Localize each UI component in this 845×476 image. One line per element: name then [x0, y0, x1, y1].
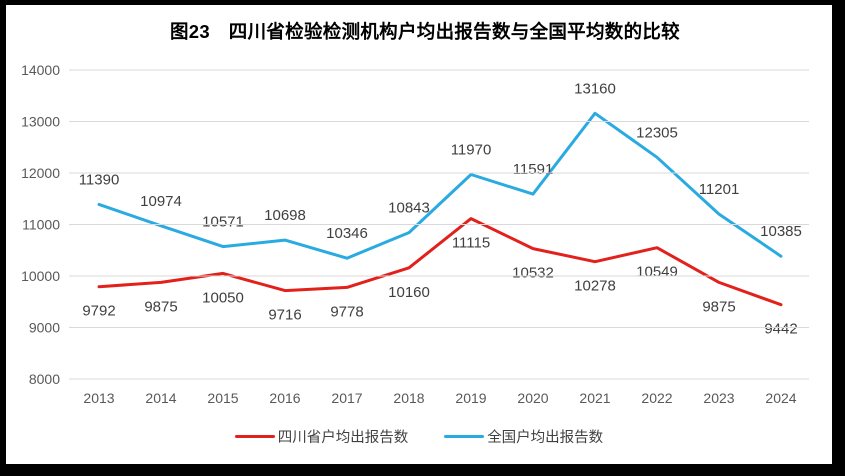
svg-text:9875: 9875: [702, 298, 735, 315]
svg-text:13000: 13000: [21, 114, 60, 130]
svg-text:2021: 2021: [579, 390, 610, 406]
svg-text:9792: 9792: [82, 303, 115, 320]
svg-text:10549: 10549: [636, 264, 678, 281]
svg-text:10571: 10571: [202, 214, 244, 231]
svg-text:13160: 13160: [574, 80, 616, 97]
svg-text:10050: 10050: [202, 289, 244, 306]
svg-text:9778: 9778: [330, 303, 363, 320]
svg-text:12000: 12000: [21, 165, 60, 181]
svg-text:10974: 10974: [140, 193, 182, 210]
svg-text:12305: 12305: [636, 124, 678, 141]
svg-text:8000: 8000: [29, 371, 60, 387]
svg-text:10000: 10000: [21, 268, 60, 284]
svg-text:14000: 14000: [21, 62, 60, 78]
svg-text:11201: 11201: [699, 181, 740, 198]
svg-text:2016: 2016: [269, 390, 300, 406]
svg-text:2015: 2015: [207, 390, 238, 406]
svg-text:10346: 10346: [326, 225, 368, 242]
svg-text:2020: 2020: [517, 390, 548, 406]
svg-text:9000: 9000: [29, 320, 60, 336]
svg-text:2024: 2024: [765, 390, 796, 406]
svg-text:10843: 10843: [388, 200, 430, 217]
svg-text:11390: 11390: [79, 171, 120, 188]
svg-text:10278: 10278: [574, 278, 616, 295]
svg-text:2013: 2013: [83, 390, 114, 406]
svg-text:10160: 10160: [388, 284, 430, 301]
svg-text:11970: 11970: [451, 142, 492, 159]
svg-text:9875: 9875: [144, 298, 177, 315]
svg-text:11591: 11591: [513, 161, 554, 178]
svg-text:10698: 10698: [264, 207, 306, 224]
svg-text:9716: 9716: [268, 307, 301, 324]
svg-text:2022: 2022: [641, 390, 672, 406]
svg-text:2017: 2017: [331, 390, 362, 406]
svg-text:11115: 11115: [452, 235, 490, 252]
svg-text:2019: 2019: [455, 390, 486, 406]
svg-text:9442: 9442: [764, 321, 797, 338]
svg-text:10385: 10385: [760, 223, 802, 240]
svg-text:11000: 11000: [22, 217, 60, 233]
svg-text:2014: 2014: [145, 390, 176, 406]
svg-text:10532: 10532: [512, 265, 554, 282]
svg-text:2018: 2018: [393, 390, 424, 406]
svg-text:2023: 2023: [703, 390, 734, 406]
